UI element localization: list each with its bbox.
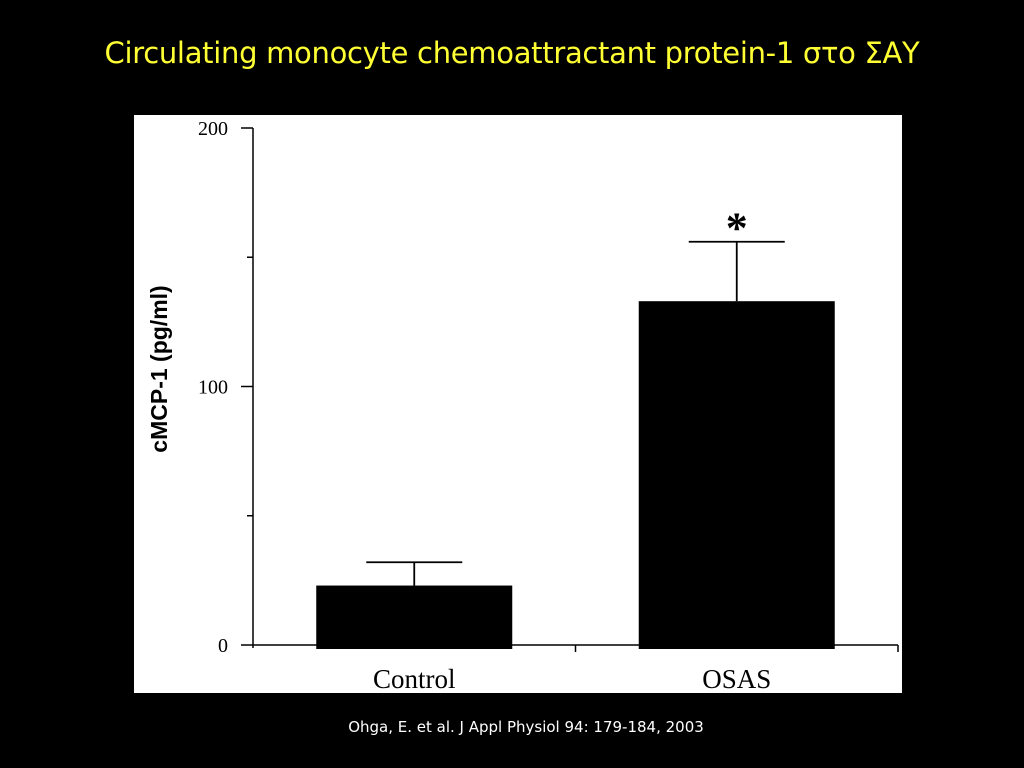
y-axis-label: cMCP-1 (pg/ml) bbox=[146, 285, 172, 452]
bar-chart: cMCP-1 (pg/ml) 0 100 200 Control OSAS * bbox=[146, 118, 899, 693]
x-tick-label: Control bbox=[373, 664, 456, 693]
y-tick-label: 100 bbox=[198, 377, 228, 399]
x-tick-label: OSAS bbox=[702, 664, 771, 693]
significance-asterisk: * bbox=[726, 204, 748, 253]
citation: Ohga, E. et al. J Appl Physiol 94: 179-1… bbox=[348, 718, 704, 736]
slide-title: Circulating monocyte chemoattractant pro… bbox=[104, 36, 920, 70]
chart-panel: cMCP-1 (pg/ml) 0 100 200 Control OSAS * bbox=[134, 115, 902, 693]
y-tick-label: 0 bbox=[218, 635, 228, 657]
bar-control bbox=[316, 585, 513, 649]
bar-osas bbox=[638, 301, 835, 649]
y-tick-label: 200 bbox=[198, 118, 228, 140]
